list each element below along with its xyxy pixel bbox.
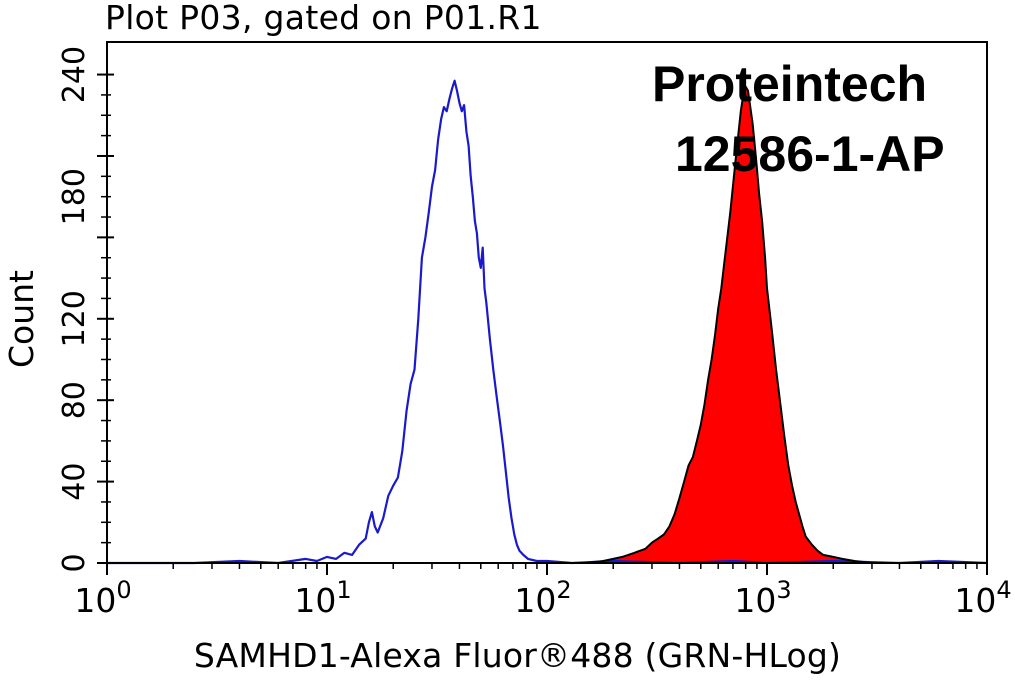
plot-frame (106, 41, 988, 564)
x-tick-label-4: 104 (954, 576, 1011, 620)
y-ticks: 0 40 80 120 180 240 (57, 46, 114, 573)
chart-title: Plot P03, gated on P01.R1 (105, 0, 542, 37)
y-tick-label-2: 80 (57, 381, 92, 419)
series-fills (585, 86, 872, 564)
y-tick-label-5: 240 (57, 46, 92, 103)
series-1-outline (585, 85, 873, 564)
x-tick-label-1: 101 (294, 576, 351, 620)
x-axis-label: SAMHD1-Alexa Fluor®488 (GRN-HLog) (193, 636, 842, 675)
series-lines (107, 79, 988, 565)
y-tick-label-4: 180 (57, 168, 92, 225)
axes (106, 41, 988, 564)
x-ticks: 100 101 102 103 104 (74, 563, 1012, 620)
series-0-line (107, 79, 988, 565)
x-axis-label-wrap: SAMHD1-Alexa Fluor®488 (GRN-HLog) (0, 636, 1015, 675)
x-tick-label-0: 100 (74, 576, 131, 620)
y-axis-label: Count (2, 269, 41, 368)
watermark-catalog-number: 12586-1-AP (675, 126, 945, 182)
y-tick-label-0: 0 (57, 553, 92, 572)
y-tick-label-1: 40 (57, 463, 92, 501)
x-tick-label-3: 103 (734, 576, 791, 620)
watermark-company: Proteintech (652, 56, 928, 112)
y-tick-label-3: 120 (57, 290, 92, 347)
series-1-area (585, 86, 872, 564)
x-tick-label-2: 102 (514, 576, 571, 620)
